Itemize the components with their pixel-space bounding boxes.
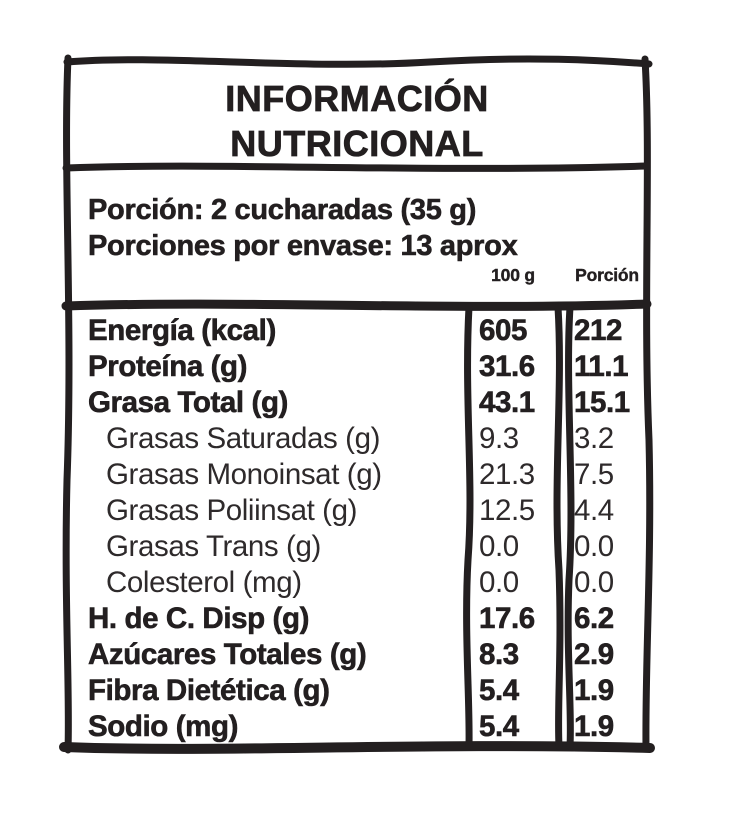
- nutrient-row-colesterol: Colesterol (mg) 0.0 0.0: [0, 565, 742, 601]
- nutrient-label: Grasas Poliinsat (g): [106, 494, 358, 527]
- nutrient-label: Sodio (mg): [88, 710, 239, 744]
- value-per-portion: 4.4: [574, 494, 614, 527]
- nutrient-label: Fibra Dietética (g): [88, 674, 331, 708]
- nutrient-row-grasas-trans: Grasas Trans (g) 0.0 0.0: [0, 529, 742, 565]
- value-per-100g: 8.3: [479, 638, 520, 672]
- value-per-portion: 1.9: [574, 710, 615, 744]
- value-per-100g: 31.6: [479, 350, 536, 384]
- nutrient-row-energia: Energía (kcal) 605 212: [0, 313, 742, 349]
- nutrient-row-grasas-saturadas: Grasas Saturadas (g) 9.3 3.2: [0, 421, 742, 457]
- frame-left-border: [62, 54, 73, 754]
- nutrient-row-grasas-poliinsat: Grasas Poliinsat (g) 12.5 4.4: [0, 493, 742, 529]
- frame-top-border: [63, 55, 653, 68]
- value-per-portion: 11.1: [574, 350, 629, 384]
- value-per-100g: 5.4: [479, 710, 520, 744]
- nutrient-label: Grasa Total (g): [88, 386, 289, 420]
- value-per-100g: 43.1: [479, 386, 536, 420]
- value-per-portion: 212: [574, 314, 623, 348]
- nutrient-label: Grasas Trans (g): [106, 530, 321, 563]
- per100-column-right-rule: [553, 303, 564, 750]
- nutrient-label: Proteína (g): [88, 350, 248, 384]
- column-header-100g: 100 g: [491, 265, 535, 285]
- value-per-100g: 605: [479, 314, 528, 348]
- column-header-portion: Porción: [575, 265, 639, 285]
- nutrient-row-h-de-c-disp: H. de C. Disp (g) 17.6 6.2: [0, 601, 742, 637]
- value-per-100g: 9.3: [479, 422, 519, 455]
- value-per-portion: 6.2: [574, 602, 615, 636]
- value-per-100g: 0.0: [479, 566, 519, 599]
- value-per-100g: 17.6: [479, 602, 536, 636]
- nutrient-label: H. de C. Disp (g): [88, 602, 310, 636]
- frame-bottom-border: [59, 741, 655, 754]
- value-per-portion: 1.9: [574, 674, 615, 708]
- title-line-1: INFORMACIÓN: [225, 78, 489, 120]
- nutrient-row-fibra-dietetica: Fibra Dietética (g) 5.4 1.9: [0, 673, 742, 709]
- portion-column-left-rule: [564, 303, 575, 750]
- nutrient-row-proteina: Proteína (g) 31.6 11.1: [0, 349, 742, 385]
- nutrient-label: Grasas Monoinsat (g): [106, 458, 382, 491]
- value-per-portion: 15.1: [574, 386, 631, 420]
- title-divider-line: [62, 162, 651, 172]
- value-per-portion: 7.5: [574, 458, 614, 491]
- per100-column-left-rule: [463, 303, 474, 750]
- frame-right-border: [641, 55, 654, 753]
- nutrient-row-grasa-total: Grasa Total (g) 43.1 15.1: [0, 385, 742, 421]
- nutrient-table: Energía (kcal) 605 212 Proteína (g) 31.6…: [0, 313, 742, 745]
- value-per-100g: 21.3: [479, 458, 535, 491]
- title-line-2: NUTRICIONAL: [230, 123, 484, 165]
- value-per-100g: 0.0: [479, 530, 519, 563]
- value-per-100g: 12.5: [479, 494, 535, 527]
- label-title: INFORMACIÓN NUTRICIONAL: [66, 76, 648, 166]
- value-per-portion: 0.0: [574, 566, 614, 599]
- nutrient-row-grasas-monoinsat: Grasas Monoinsat (g) 21.3 7.5: [0, 457, 742, 493]
- serving-size-text: Porción: 2 cucharadas (35 g): [88, 194, 477, 227]
- nutrient-label: Colesterol (mg): [106, 566, 302, 599]
- value-per-portion: 0.0: [574, 530, 614, 563]
- nutrient-label: Grasas Saturadas (g): [106, 422, 381, 455]
- nutrient-row-azucares-totales: Azúcares Totales (g) 8.3 2.9: [0, 637, 742, 673]
- serving-info: Porción: 2 cucharadas (35 g) Porciones p…: [88, 192, 628, 264]
- value-per-portion: 2.9: [574, 638, 615, 672]
- nutrient-label: Energía (kcal): [88, 314, 277, 348]
- nutrient-label: Azúcares Totales (g): [88, 638, 367, 672]
- value-per-100g: 5.4: [479, 674, 520, 708]
- nutrient-row-sodio: Sodio (mg) 5.4 1.9: [0, 709, 742, 745]
- servings-per-container-text: Porciones por envase: 13 aprox: [88, 230, 518, 263]
- value-per-portion: 3.2: [574, 422, 614, 455]
